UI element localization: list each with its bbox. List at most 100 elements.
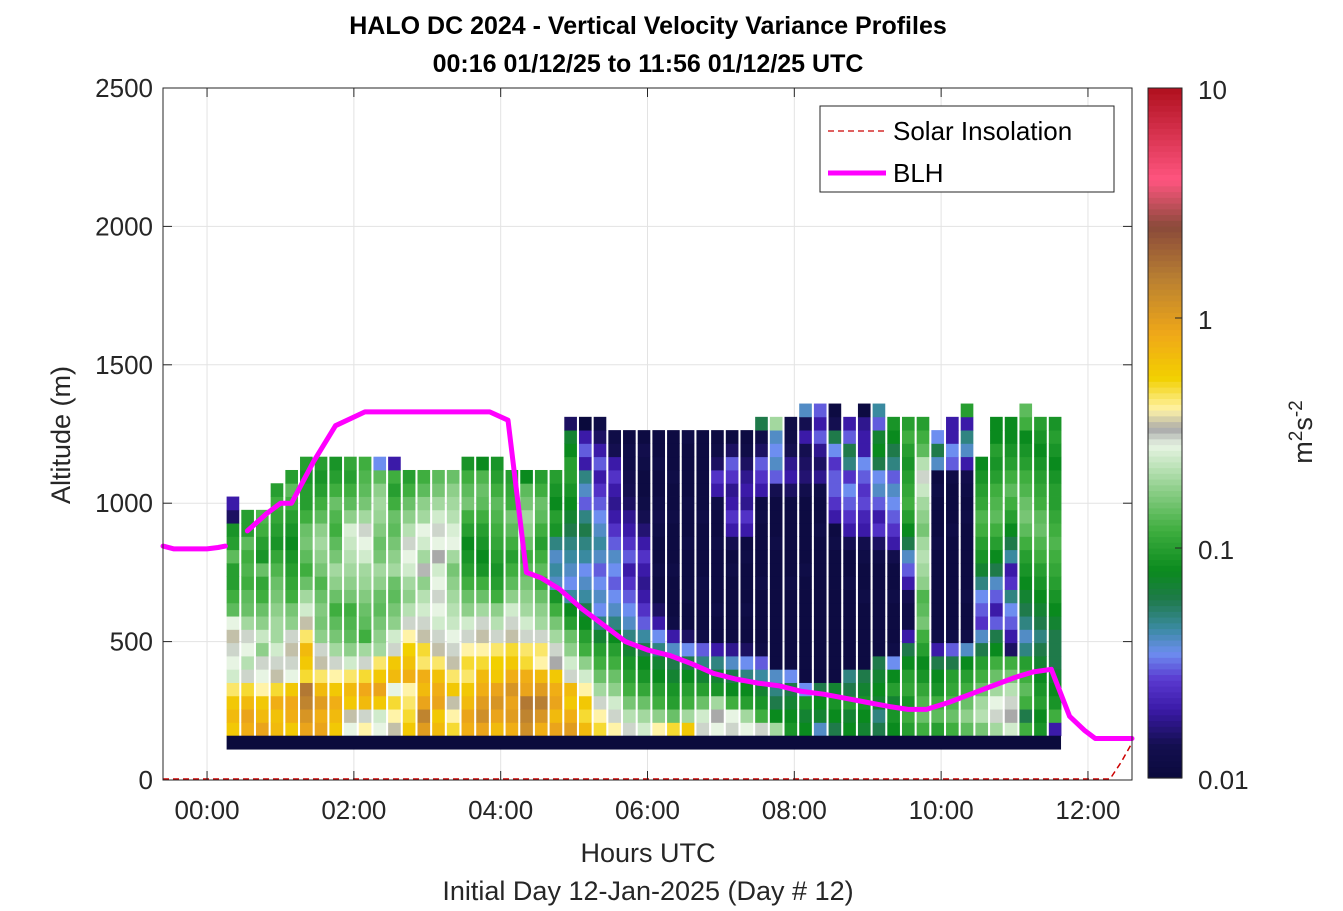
heatmap-cell — [608, 682, 621, 697]
heatmap-cell — [593, 722, 607, 737]
heatmap-cell — [344, 483, 357, 497]
heatmap-cell — [1034, 576, 1047, 590]
heatmap-cell — [637, 562, 651, 577]
heatmap-cell — [226, 616, 240, 630]
heatmap-cell — [1004, 642, 1018, 657]
heatmap-cell — [564, 669, 577, 683]
heatmap-cell — [608, 695, 621, 710]
heatmap-cell — [901, 709, 915, 723]
heatmap-cell — [755, 602, 768, 617]
heatmap-cell — [960, 589, 974, 604]
colorbar-swatch — [1148, 697, 1182, 704]
y-tick-label: 2000 — [95, 211, 153, 241]
heatmap-cell — [461, 695, 475, 710]
heatmap-cell — [534, 695, 548, 710]
heatmap-cell — [1004, 576, 1018, 590]
heatmap-cell — [623, 589, 636, 604]
heatmap-cell — [813, 469, 827, 484]
heatmap-cell — [931, 483, 944, 497]
heatmap-cell — [402, 589, 416, 604]
heatmap-cell — [637, 496, 651, 511]
heatmap-cell — [725, 536, 739, 551]
heatmap-cell — [755, 576, 768, 590]
heatmap-cell — [1019, 509, 1033, 524]
heatmap-cell — [226, 722, 240, 737]
heatmap-cell — [344, 589, 357, 604]
x-tick-label: 10:00 — [909, 795, 974, 825]
heatmap-cell — [593, 549, 607, 564]
heatmap-cell — [784, 562, 798, 577]
heatmap-cell — [255, 562, 269, 577]
heatmap-cell — [843, 669, 856, 683]
heatmap-cell — [623, 616, 636, 630]
heatmap-cell — [769, 469, 783, 484]
heatmap-cell — [623, 709, 636, 723]
heatmap-cell — [887, 430, 900, 444]
heatmap-cell — [843, 616, 856, 630]
heatmap-cell — [946, 456, 959, 471]
heatmap-cell — [637, 509, 651, 524]
heatmap-cell — [1004, 629, 1018, 644]
heatmap-cell — [755, 456, 768, 471]
heatmap-cell — [1019, 722, 1033, 737]
heatmap-cell — [931, 456, 944, 471]
heatmap-cell — [755, 642, 768, 657]
heatmap-cell — [314, 509, 328, 524]
heatmap-cell — [593, 509, 607, 524]
heatmap-cell — [784, 602, 798, 617]
heatmap-cell — [461, 456, 475, 471]
heatmap-cell — [711, 509, 724, 524]
heatmap-cell — [755, 722, 768, 737]
colorbar-swatch — [1148, 191, 1182, 198]
heatmap-cell — [476, 523, 489, 537]
heatmap-cell — [813, 695, 827, 710]
heatmap-cell — [901, 695, 915, 710]
heatmap-cell — [813, 443, 827, 458]
colorbar-swatch — [1148, 300, 1182, 308]
heatmap-cell — [681, 682, 695, 697]
heatmap-cell — [931, 549, 944, 564]
heatmap-cell — [887, 483, 900, 497]
heatmap-cell — [916, 483, 930, 497]
heatmap-cell — [813, 629, 827, 644]
heatmap-cell — [432, 669, 445, 683]
heatmap-cell — [857, 483, 871, 497]
heatmap-cell — [549, 509, 563, 524]
heatmap-cell — [740, 709, 754, 723]
colorbar-swatch — [1148, 249, 1182, 256]
heatmap-cell — [402, 549, 416, 564]
heatmap-cell — [960, 496, 974, 511]
heatmap-cell — [828, 483, 842, 497]
heatmap-cell — [344, 456, 357, 471]
heatmap-cell — [623, 523, 636, 537]
heatmap-cell — [358, 549, 372, 564]
heatmap-cell — [813, 589, 827, 604]
heatmap-cell — [344, 523, 357, 537]
heatmap-cell — [490, 589, 504, 604]
heatmap-cell — [667, 709, 680, 723]
y-tick-label: 1000 — [95, 488, 153, 518]
heatmap-cell — [916, 496, 930, 511]
heatmap-cell — [402, 629, 416, 644]
heatmap-cell — [476, 589, 489, 604]
colorbar-swatch — [1148, 174, 1182, 181]
heatmap-cell — [990, 430, 1003, 444]
heatmap-cell — [388, 642, 401, 657]
heatmap-cell — [784, 456, 798, 471]
heatmap-cell — [946, 562, 959, 577]
heatmap-cell — [1019, 655, 1033, 670]
heatmap-cell — [1004, 509, 1018, 524]
heatmap-cell — [476, 562, 489, 577]
heatmap-cell — [784, 616, 798, 630]
heatmap-cell — [373, 709, 387, 723]
heatmap-cell — [476, 496, 489, 511]
heatmap-cell — [344, 616, 357, 630]
heatmap-cell — [799, 722, 812, 737]
colorbar-swatch — [1148, 346, 1182, 354]
heatmap-cell — [314, 616, 328, 630]
heatmap-cell — [901, 669, 915, 683]
heatmap-cell — [711, 469, 724, 484]
colorbar-swatch — [1148, 168, 1182, 175]
heatmap-cell — [901, 576, 915, 590]
heatmap-cell — [711, 496, 724, 511]
